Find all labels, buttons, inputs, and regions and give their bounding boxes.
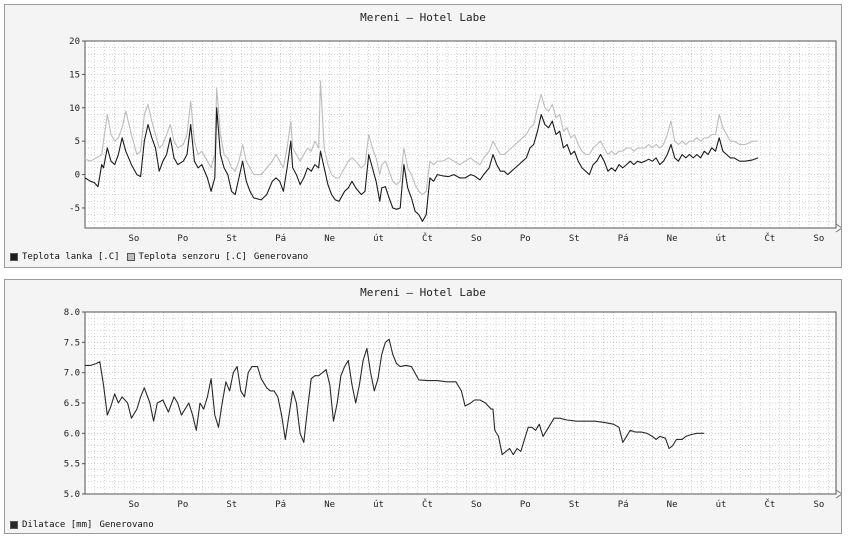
x-tick-label: Ne	[324, 500, 335, 510]
legend-label: Dilatace [mm]	[22, 520, 93, 530]
x-tick-label: Po	[177, 234, 188, 244]
x-tick-label: Čt	[422, 498, 433, 510]
legend-swatch-icon	[10, 253, 18, 261]
x-tick-label: Ne	[667, 234, 678, 244]
legend-item-cable-temp: Teplota lanka [.C]	[10, 252, 120, 262]
x-tick-label: St	[569, 500, 580, 510]
x-tick-label: Ne	[667, 500, 678, 510]
legend-generated-text: Generovano	[253, 252, 309, 262]
x-tick-label: St	[226, 234, 237, 244]
x-tick-label: Po	[520, 500, 531, 510]
x-tick-label: út	[373, 500, 384, 510]
x-tick-label: Ne	[324, 234, 335, 244]
temperature-chart: -5 0 5 10 15 20 So Po St Pá Ne út Čt So Po St Pá Ne út Čt So	[69, 37, 841, 244]
y-tick-label: -5	[69, 204, 80, 214]
x-tick-label: Čt	[765, 498, 776, 510]
x-tick-label: út	[716, 500, 727, 510]
y-tick-label: 7.5	[64, 338, 80, 348]
dilatation-chart: 5.0 5.5 6.0 6.5 7.0 7.5 8.0 So Po St Pá Ne út Čt So Po S…	[64, 308, 841, 510]
legend-swatch-icon	[126, 253, 135, 261]
y-tick-label: 5.0	[64, 490, 80, 500]
legend: Dilatace [mm] Generovano	[10, 520, 161, 530]
legend-swatch-icon	[10, 521, 18, 529]
x-tick-label: So	[813, 500, 824, 510]
y-tick-label: 7.0	[64, 369, 80, 379]
legend-label: Teplota lanka [.C]	[22, 252, 120, 262]
x-tick-label: So	[471, 234, 482, 244]
x-tick-label: Pá	[618, 234, 629, 244]
legend-item-dilatation: Dilatace [mm]	[10, 520, 92, 530]
legend-label: Teplota senzoru [.C]	[138, 252, 247, 262]
series-line	[84, 80, 759, 196]
x-tick-label: Čt	[422, 232, 433, 244]
x-tick-label: So	[471, 500, 482, 510]
x-tick-label: So	[129, 234, 140, 244]
y-tick-label: 6.0	[64, 429, 80, 439]
x-tick-label: So	[129, 500, 140, 510]
chart-panel-dilatation: Mereni – Hotel Labe 5.0 5.5 6.0 6.5 7.0 7.5 8.…	[4, 279, 842, 534]
chart-title: Mereni – Hotel Labe	[360, 286, 486, 299]
legend-item-sensor-temp: Teplota senzoru [.C]	[126, 252, 247, 262]
series-line	[84, 107, 759, 222]
legend: Teplota lanka [.C] Teplota senzoru [.C] …	[10, 252, 315, 262]
x-tick-label: St	[569, 234, 580, 244]
y-tick-label: 0	[75, 171, 80, 181]
y-tick-label: 5	[75, 137, 80, 147]
series-line	[85, 338, 705, 456]
x-tick-label: So	[813, 234, 824, 244]
legend-generated-text: Generovano	[99, 520, 154, 530]
y-tick-label: 15	[69, 70, 80, 80]
y-tick-label: 6.5	[64, 399, 80, 409]
x-tick-label: Po	[520, 234, 531, 244]
y-tick-label: 10	[69, 104, 80, 114]
y-tick-label: 20	[69, 37, 80, 47]
chart-panel-temperature: Mereni – Hotel Labe -5 0 5 10 15 20 So Po St Pá Ne…	[4, 4, 842, 268]
x-tick-label: Pá	[618, 500, 629, 510]
x-tick-label: Po	[177, 500, 188, 510]
y-tick-label: 5.5	[64, 460, 80, 470]
x-tick-label: Čt	[765, 232, 776, 244]
plot-frame	[84, 40, 837, 229]
chart-title: Mereni – Hotel Labe	[360, 11, 486, 24]
x-axis-arrow-icon	[835, 223, 841, 233]
x-axis-arrow-icon	[835, 489, 841, 499]
x-tick-label: Pá	[275, 500, 286, 510]
x-tick-label: út	[373, 234, 384, 244]
x-tick-label: út	[716, 234, 727, 244]
y-tick-label: 8.0	[64, 308, 80, 318]
x-tick-label: St	[226, 500, 237, 510]
x-tick-label: Pá	[275, 234, 286, 244]
